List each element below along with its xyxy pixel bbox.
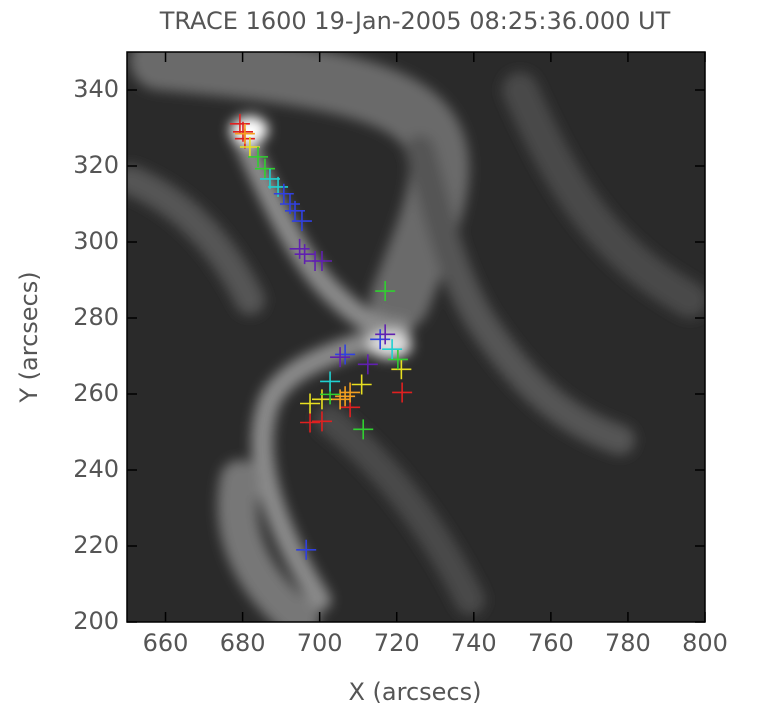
plus-marker [300, 393, 321, 414]
plus-marker [375, 324, 396, 345]
plus-marker [392, 382, 413, 403]
plus-marker [273, 183, 294, 204]
plus-marker [289, 238, 310, 259]
y-tick-label: 280 [73, 303, 119, 331]
plus-marker [387, 349, 408, 370]
x-axis-label: X (arcsecs) [348, 678, 481, 706]
x-tick-label: 680 [220, 629, 266, 657]
y-tick-label: 200 [73, 607, 119, 635]
plus-marker [300, 412, 321, 433]
plus-marker [330, 347, 351, 368]
plus-marker [370, 329, 391, 350]
x-tick-label: 800 [682, 629, 728, 657]
plot-frame [126, 51, 706, 623]
plus-marker [391, 359, 412, 380]
plus-marker [229, 113, 250, 134]
y-axis-label: Y (arcsecs) [15, 271, 43, 403]
plus-marker [330, 389, 351, 410]
plus-marker [259, 168, 280, 189]
y-tick-label: 320 [73, 151, 119, 179]
plus-marker [311, 389, 332, 410]
plus-marker [335, 344, 356, 365]
plus-marker [320, 371, 341, 392]
y-tick-label: 240 [73, 455, 119, 483]
plus-marker [353, 419, 374, 440]
plus-marker [234, 123, 255, 144]
plus-marker [357, 354, 378, 375]
plus-marker [351, 374, 372, 395]
plus-marker [340, 382, 361, 403]
plus-marker [311, 411, 332, 432]
chart-title: TRACE 1600 19-Jan-2005 08:25:36.000 UT [159, 7, 671, 35]
plus-marker [239, 137, 260, 157]
x-tick-label: 660 [143, 629, 189, 657]
plus-marker [291, 211, 312, 232]
y-tick-label: 300 [73, 227, 119, 255]
y-tick-label: 260 [73, 379, 119, 407]
plus-marker [254, 158, 275, 179]
plus-marker [311, 251, 332, 271]
plus-marker [296, 539, 317, 560]
x-tick-label: 700 [297, 629, 343, 657]
plus-marker [335, 386, 356, 407]
x-tick-label: 720 [374, 629, 420, 657]
x-tick-label: 740 [451, 629, 497, 657]
y-tick-label: 340 [73, 75, 119, 103]
plus-marker [248, 146, 269, 167]
solar-image [127, 52, 705, 622]
plus-marker [285, 200, 306, 221]
plus-marker [294, 244, 315, 265]
plus-marker [382, 339, 403, 360]
plus-marker [375, 281, 396, 302]
x-tick-label: 780 [605, 629, 651, 657]
x-tick-label: 760 [528, 629, 574, 657]
y-tick-label: 220 [73, 531, 119, 559]
